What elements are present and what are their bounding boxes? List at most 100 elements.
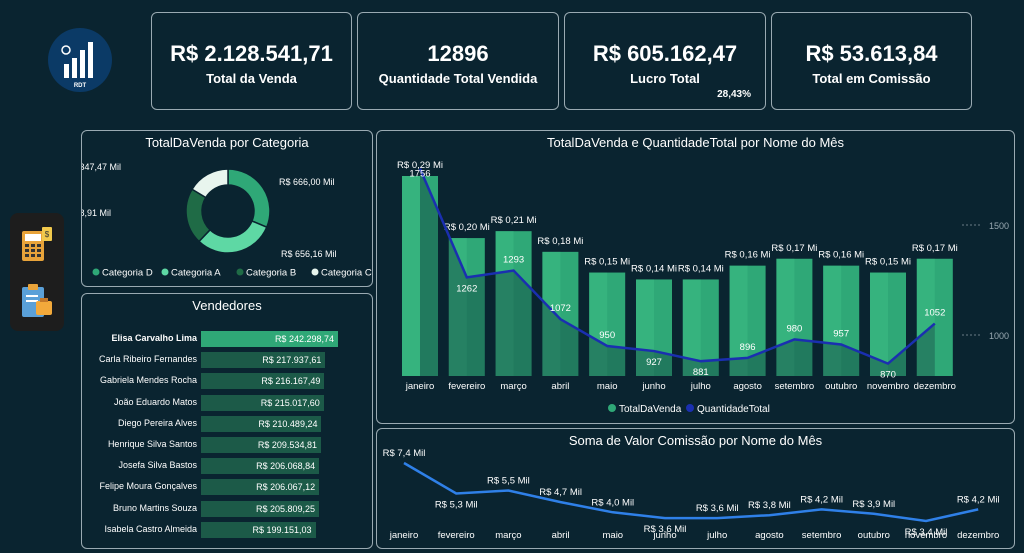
categoria-chart-panel: TotalDaVenda por Categoria R$ 666,00 Mil… [81,130,373,287]
comissao-value-label: R$ 5,5 Mil [487,476,530,487]
logo-text: RDT [74,83,87,89]
comissao-value-label: R$ 3,8 Mil [748,500,791,511]
vendedor-name: Gabriela Mendes Rocha [99,375,197,386]
mes-chart-panel: TotalDaVenda e QuantidadeTotal por Nome … [376,130,1015,424]
bar-value-label: R$ 0,18 Mi [537,236,583,247]
kpi-label: Total da Venda [206,71,297,86]
kpi-card-total-venda: R$ 2.128.541,71 Total da Venda [151,12,352,110]
legend-label: QuantidadeTotal [697,404,770,415]
vendedor-name: Isabela Castro Almeida [104,523,197,534]
x-tick-label: agosto [733,381,762,392]
chart-title: TotalDaVenda e QuantidadeTotal por Nome … [546,135,845,150]
quantity-label: 1262 [456,283,477,294]
donut-slice [197,220,268,254]
x-tick-label: setembro [775,381,815,392]
month-bar-highlight [682,279,701,376]
x-tick-label: outubro [858,530,890,541]
slice-label: R$ 347,47 Mil [82,162,121,172]
bar-value-label: R$ 0,29 Mi [397,160,443,171]
vendedor-name: Henrique Silva Santos [107,439,197,449]
slice-label: R$ 666,00 Mil [279,177,335,187]
month-bar-highlight [495,231,514,376]
x-tick-label: novembro [867,381,909,392]
vendedor-bar: R$ 215.017,60 [201,394,324,411]
x-tick-label: abril [551,381,569,392]
clipboard-icon[interactable] [18,281,56,321]
comissao-line [403,461,979,523]
kpi-value: R$ 2.128.541,71 [170,41,333,66]
x-tick-label: junho [641,381,665,392]
x-tick-label: novembro [905,530,947,541]
calculator-icon[interactable]: $ [18,225,56,265]
month-bar-highlight [870,272,888,376]
x-tick-label: março [495,530,521,541]
quantity-label: 1293 [503,255,524,266]
legend-label: Categoria A [171,268,221,279]
legend-marker [92,268,100,276]
x-tick-label: maio [597,381,618,392]
quantity-label: 870 [880,370,896,381]
x-tick-label: fevereiro [438,530,475,541]
bar-value-label: R$ 0,17 Mi [912,243,958,254]
chart-title: Soma de Valor Comissão por Nome do Mês [568,433,823,448]
comissao-value-label: R$ 4,7 Mil [539,487,582,498]
donut-slice [191,168,229,199]
month-bar-highlight [729,265,748,376]
donut-chart: R$ 666,00 Mil R$ 656,16 Mil R$ 458,91 Mil R… [82,162,372,279]
vendedor-bar: R$ 209.534,81 [201,437,321,453]
x-tick-label: julho [690,381,711,392]
quantity-label: 1072 [550,303,571,314]
kpi-label: Total em Comissão [812,71,931,86]
quantity-label: 950 [599,330,615,341]
x-tick-label: dezembro [957,530,999,541]
kpi-percent: 28,43% [717,89,751,100]
quantity-label: 957 [833,328,849,339]
vendedor-name: Felipe Moura Gonçalves [99,481,197,492]
bar-value-label: R$ 0,15 Mi [584,257,630,268]
quantity-area [420,168,935,376]
legend-label: Categoria D [102,268,153,279]
vendedor-name: Elisa Carvalho Lima [111,333,197,343]
sidebar: $ [10,213,64,331]
chart-title: Vendedores [192,298,262,313]
bar-value-label: R$ 0,21 Mi [491,215,537,226]
vendedor-bar: R$ 205.809,25 [201,500,320,517]
x-tick-label: janeiro [389,530,419,541]
legend-marker [311,268,319,276]
comissao-value-label: R$ 4,0 Mil [591,497,634,508]
vendedor-name: Diego Pereira Alves [117,417,197,428]
chart-title: TotalDaVenda por Categoria [145,135,309,150]
vendedor-bar: R$ 216.167,49 [201,373,325,390]
comissao-value-label: R$ 4,2 Mil [957,494,1000,505]
vendedor-bar: R$ 210.489,24 [201,415,322,432]
quantity-label: 927 [646,357,662,368]
vendedor-name: Josefa Silva Bastos [118,460,197,471]
x-tick-label: junho [652,530,676,541]
x-tick-label: setembro [802,530,842,541]
vendedor-bar: R$ 206.068,84 [201,458,320,475]
vendedor-name: João Eduardo Matos [113,396,197,407]
kpi-value: R$ 53.613,84 [805,41,938,66]
kpi-label: Quantidade Total Vendida [378,71,538,86]
comissao-value-label: R$ 7,4 Mil [383,448,426,459]
month-bar-highlight [823,265,842,376]
legend-marker [686,404,694,412]
donut-slice [227,168,271,229]
comissao-value-label: R$ 3,6 Mil [696,503,739,514]
bar-value-label: R$ 0,17 Mi [771,243,817,254]
month-bar-highlight [916,258,935,376]
comissao-value-label: R$ 5,3 Mil [435,499,478,510]
vendedor-bar: R$ 206.067,12 [201,479,320,496]
legend-label: Categoria C [321,268,372,279]
svg-text:$: $ [45,230,50,239]
kpi-card-comissao: R$ 53.613,84 Total em Comissão [771,12,972,110]
comissao-line-chart: R$ 7,4 Mil janeiro R$ 5,3 Mil fevereiro R$ 5… [383,448,1000,541]
comissao-value-label: R$ 3,4 Mil [905,527,948,538]
comissao-value-label: R$ 4,2 Mil [800,494,843,505]
quantity-label: 980 [786,323,802,334]
x-tick-label: abril [552,530,570,541]
comissao-value-label: R$ 3,6 Mil [644,524,687,535]
x-tick-label: julho [706,530,727,541]
vendedor-name: Bruno Martins Souza [112,502,197,513]
x-tick-label: março [500,381,526,392]
